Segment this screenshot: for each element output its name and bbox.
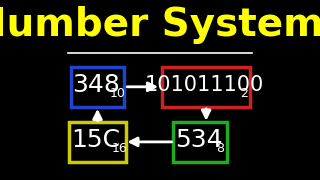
- Text: 10: 10: [110, 87, 126, 100]
- Text: Number Systems: Number Systems: [0, 6, 320, 44]
- Text: 2: 2: [240, 87, 248, 100]
- Text: 8: 8: [217, 142, 225, 155]
- Text: 101011100: 101011100: [145, 75, 264, 95]
- Text: 348: 348: [72, 73, 119, 97]
- Text: 16: 16: [112, 142, 127, 155]
- FancyBboxPatch shape: [162, 67, 251, 107]
- FancyBboxPatch shape: [70, 67, 124, 107]
- Text: 15C: 15C: [71, 128, 120, 152]
- FancyBboxPatch shape: [68, 122, 126, 162]
- Text: 534: 534: [175, 128, 222, 152]
- FancyBboxPatch shape: [173, 122, 227, 162]
